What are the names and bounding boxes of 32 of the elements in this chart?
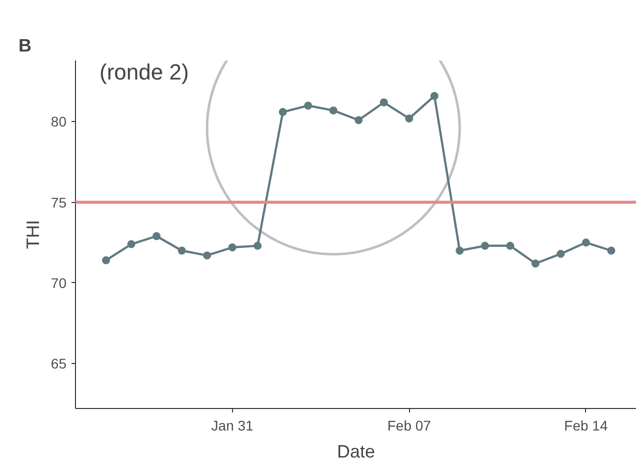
x-tick-label: Jan 31 [211, 418, 254, 434]
point [203, 251, 212, 260]
point [556, 250, 565, 258]
annotation: (ronde 2) [100, 60, 189, 84]
point [102, 256, 110, 264]
y-tick-label: 65 [50, 355, 67, 372]
point [607, 246, 616, 255]
y-tick-label: 75 [50, 194, 67, 210]
point [354, 116, 363, 124]
point [329, 106, 338, 114]
point [405, 114, 414, 122]
point [480, 242, 489, 250]
point [278, 108, 287, 116]
point [380, 98, 388, 106]
x-tick-label: Feb 14 [564, 418, 608, 434]
x-axis-title: Date [336, 442, 376, 462]
point [582, 238, 590, 247]
point [228, 243, 236, 252]
point [152, 232, 161, 240]
point [304, 102, 312, 110]
y-tick-label: 80 [50, 114, 67, 130]
point [127, 240, 136, 248]
point [254, 242, 262, 250]
point [456, 246, 464, 255]
y-tick-label: 70 [50, 274, 67, 291]
point [178, 246, 186, 255]
point [506, 242, 514, 250]
point [531, 260, 540, 268]
y-axis-title: THI [22, 220, 43, 249]
point [430, 92, 438, 100]
text: B [18, 36, 32, 56]
x-tick-label: Feb 07 [387, 418, 432, 434]
